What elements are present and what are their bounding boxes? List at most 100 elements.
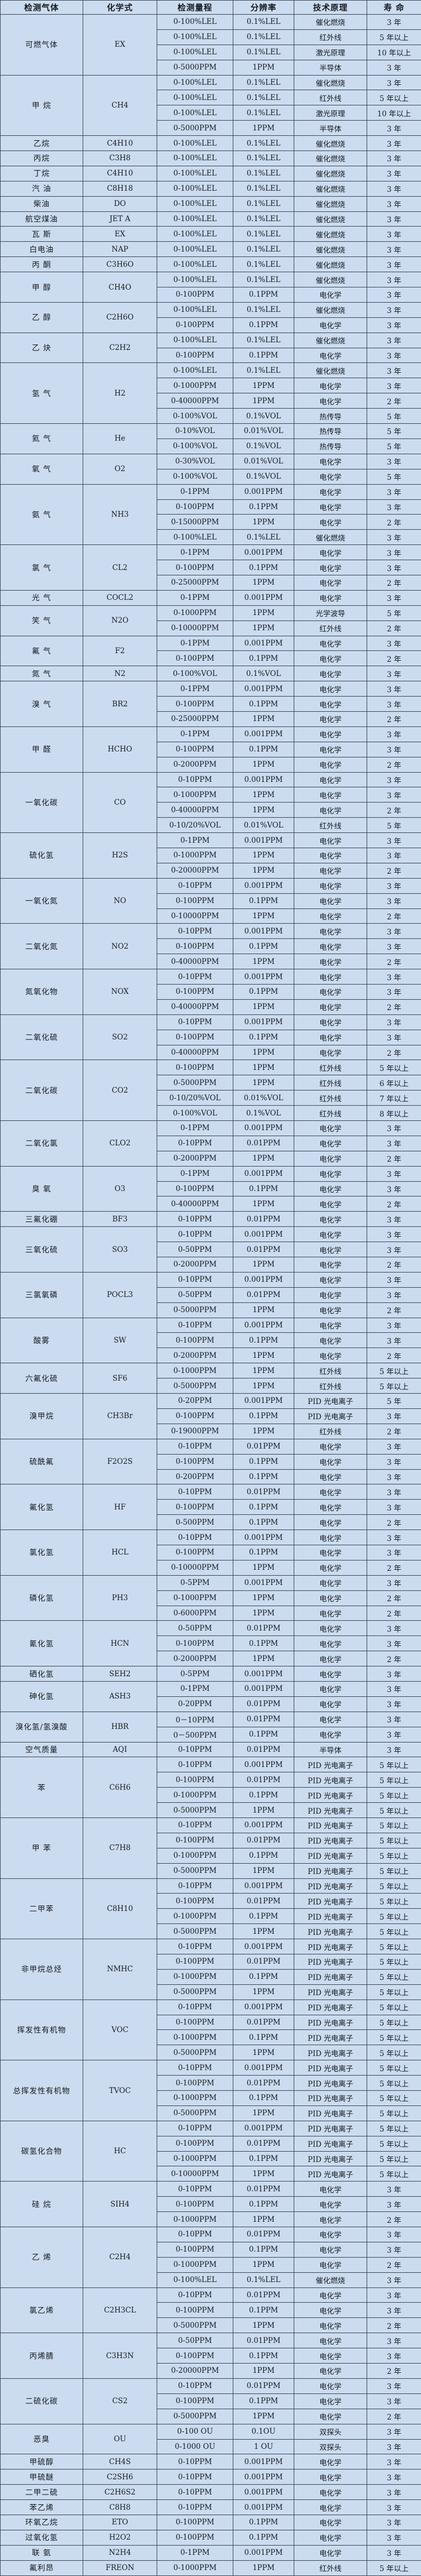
resolution-cell: 0.001PPM: [233, 2485, 294, 2500]
resolution-cell: 0.1PPM: [233, 499, 294, 515]
range-cell: 0-100PPM: [157, 1833, 233, 1848]
range-cell: 0-10PPM: [157, 2470, 233, 2485]
range-cell: 0-1000PPM: [157, 1848, 233, 1863]
range-cell: 0-10PPM: [157, 924, 233, 939]
principle-cell: PID 光电离子: [294, 1939, 367, 1954]
resolution-cell: 0.1PPM: [233, 651, 294, 666]
resolution-cell: 0.001PPM: [233, 1530, 294, 1545]
range-cell: 0-100%VOL: [157, 438, 233, 454]
range-cell: 0-100PPM: [157, 1333, 233, 1348]
principle-cell: 催化燃烧: [294, 227, 367, 242]
range-cell: 0-100PPM: [157, 348, 233, 363]
resolution-cell: 0.1PPM: [233, 560, 294, 575]
range-cell: 0-100%LEL: [157, 530, 233, 545]
resolution-cell: 0.001PPM: [233, 1878, 294, 1894]
range-cell: 0-100PPM: [157, 1060, 233, 1075]
principle-cell: 电化学: [294, 1272, 367, 1287]
lifespan-cell: 5 年以上: [367, 2030, 421, 2045]
resolution-cell: 1PPM: [233, 60, 294, 75]
gas-name-cell: 乙 烯: [1, 2227, 83, 2288]
principle-cell: 电化学: [294, 393, 367, 409]
range-cell: 0-10PPM: [157, 2454, 233, 2470]
gas-name-cell: 酸雾: [1, 1318, 83, 1363]
lifespan-cell: 3 年: [367, 1408, 421, 1424]
range-cell: 0-10PPM: [157, 1272, 233, 1287]
resolution-cell: 0.01PPM: [233, 1696, 294, 1712]
lifespan-cell: 5 年以上: [367, 1894, 421, 1909]
principle-cell: 电化学: [294, 2500, 367, 2515]
formula-cell: HF: [83, 1484, 157, 1530]
range-cell: 0-100PPM: [157, 939, 233, 954]
lifespan-cell: 3 年: [367, 1030, 421, 1045]
resolution-cell: 1PPM: [233, 2105, 294, 2121]
formula-cell: AQI: [83, 1742, 157, 1757]
range-cell: 0-1000PPM: [157, 2091, 233, 2106]
lifespan-cell: 3 年: [367, 121, 421, 136]
resolution-cell: 0.01%VOL: [233, 1090, 294, 1106]
resolution-cell: 0.001PPM: [233, 681, 294, 697]
formula-cell: H2: [83, 363, 157, 424]
range-cell: 0-1000PPM: [157, 2212, 233, 2227]
gas-name-cell: 航空煤油: [1, 211, 83, 227]
lifespan-cell: 3 年: [367, 15, 421, 30]
lifespan-cell: 3 年: [367, 2454, 421, 2470]
resolution-cell: 0.1%LEL: [233, 151, 294, 166]
resolution-cell: 0.1PPM: [233, 287, 294, 303]
resolution-cell: 0.1PPM: [233, 2303, 294, 2318]
resolution-cell: 1PPM: [233, 1924, 294, 1939]
resolution-cell: 0.01PPM: [233, 1484, 294, 1500]
resolution-cell: 1PPM: [233, 999, 294, 1014]
range-cell: 0-10PPM: [157, 878, 233, 893]
principle-cell: PID 光电离子: [294, 1894, 367, 1909]
resolution-cell: 1PPM: [233, 1060, 294, 1075]
principle-cell: 电化学: [294, 1681, 367, 1696]
principle-cell: 电化学: [294, 939, 367, 954]
range-cell: 0-100PPM: [157, 1954, 233, 1970]
resolution-cell: 0.01PPM: [233, 2076, 294, 2091]
principle-cell: 电化学: [294, 1196, 367, 1212]
resolution-cell: 0.001PPM: [233, 545, 294, 560]
formula-cell: C2H2: [83, 333, 157, 363]
lifespan-cell: 5 年以上: [367, 1939, 421, 1954]
resolution-cell: 0.1PPM: [233, 1333, 294, 1348]
formula-cell: C4H10: [83, 166, 157, 181]
resolution-cell: 0.1PPM: [233, 1788, 294, 1803]
principle-cell: PID 光电离子: [294, 1394, 367, 1409]
gas-name-cell: 二氧化氯: [1, 1121, 83, 1167]
principle-cell: 电化学: [294, 1727, 367, 1742]
principle-cell: 催化燃烧: [294, 166, 367, 181]
principle-cell: 电化学: [294, 2257, 367, 2272]
range-cell: 0-25000PPM: [157, 575, 233, 590]
gas-name-cell: 磷化氢: [1, 1575, 83, 1621]
gas-name-cell: 二甲苯: [1, 1878, 83, 1939]
resolution-cell: 0.1PPM: [233, 1545, 294, 1560]
lifespan-cell: 3 年: [367, 1636, 421, 1651]
resolution-cell: 0.001PPM: [233, 636, 294, 651]
principle-cell: 电化学: [294, 2303, 367, 2318]
gas-name-cell: 六氟化硫: [1, 1363, 83, 1394]
formula-cell: HBR: [83, 1712, 157, 1742]
formula-cell: OU: [83, 2424, 157, 2454]
resolution-cell: 0.01PPM: [233, 1212, 294, 1227]
lifespan-cell: 3 年: [367, 2242, 421, 2257]
resolution-cell: 0.1%VOL: [233, 666, 294, 681]
resolution-cell: 1PPM: [233, 575, 294, 590]
principle-cell: 电化学: [294, 2242, 367, 2257]
principle-cell: 电化学: [294, 1469, 367, 1484]
range-cell: 0-5000PPM: [157, 2409, 233, 2424]
range-cell: 0-10PPM: [157, 2060, 233, 2076]
lifespan-cell: 5 年: [367, 424, 421, 439]
formula-cell: COCL2: [83, 590, 157, 605]
range-cell: 0-100%VOL: [157, 469, 233, 484]
range-cell: 0-100%LEL: [157, 15, 233, 30]
principle-cell: 电化学: [294, 969, 367, 985]
principle-cell: 电化学: [294, 757, 367, 772]
range-cell: 0-10PPM: [157, 2227, 233, 2242]
